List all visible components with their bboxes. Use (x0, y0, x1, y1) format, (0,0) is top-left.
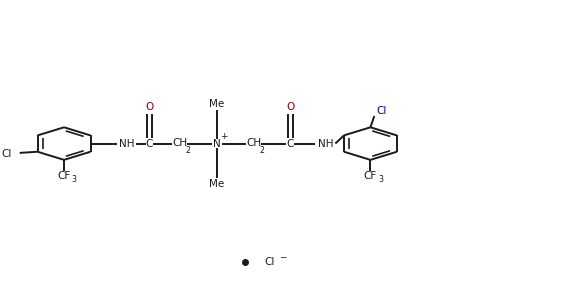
Text: C: C (287, 138, 294, 149)
Text: O: O (146, 103, 154, 112)
Text: C: C (146, 138, 153, 149)
Text: 2: 2 (259, 146, 265, 155)
Text: −: − (279, 252, 286, 261)
Text: O: O (286, 103, 294, 112)
Text: CF: CF (57, 171, 71, 181)
Text: Me: Me (209, 179, 224, 189)
Text: 3: 3 (72, 175, 77, 184)
Text: Cl: Cl (265, 257, 275, 267)
Text: Me: Me (209, 99, 224, 109)
Text: CH: CH (172, 138, 187, 148)
Text: +: + (220, 132, 227, 141)
Text: N: N (213, 138, 221, 149)
Text: NH: NH (119, 138, 134, 149)
Text: 2: 2 (185, 146, 191, 155)
Text: CF: CF (364, 171, 377, 181)
Text: NH: NH (318, 138, 333, 149)
Text: Cl: Cl (2, 150, 12, 159)
Text: 3: 3 (378, 175, 383, 184)
Text: CH: CH (246, 138, 261, 148)
Text: Cl: Cl (376, 106, 386, 116)
